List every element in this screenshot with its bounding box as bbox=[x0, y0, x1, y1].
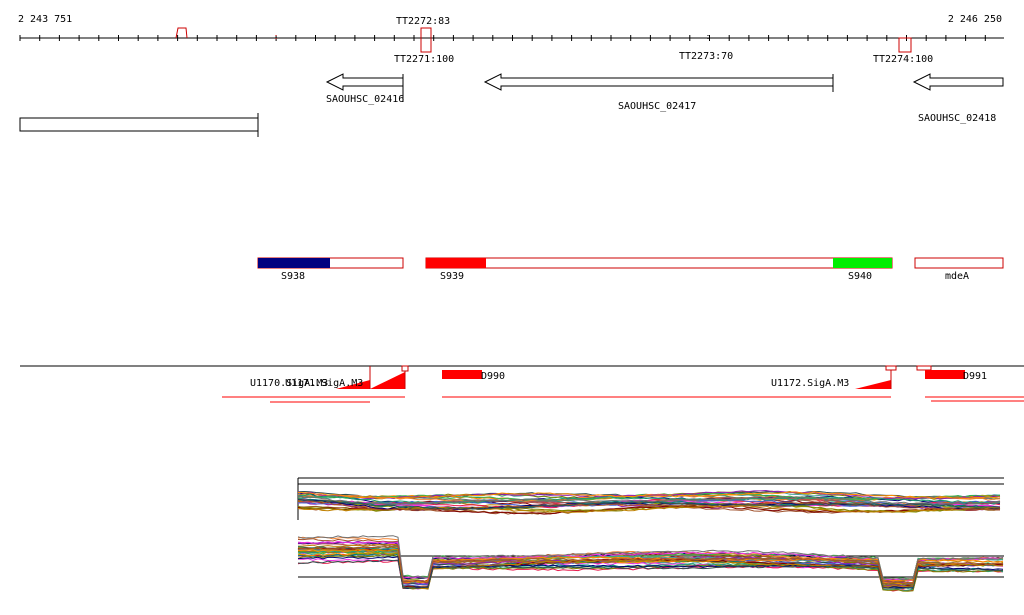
promoter-label-u1170: U1170.SigA.M3 bbox=[250, 378, 328, 389]
promoter-label-u1172: U1172.SigA.M3 bbox=[771, 378, 849, 389]
expression-curve bbox=[297, 554, 1004, 592]
feature-box-d991[interactable] bbox=[925, 370, 965, 379]
promoter-label-u1171: U1171.SigA.M3 bbox=[285, 378, 363, 389]
segment-outline-s939-s940[interactable] bbox=[425, 257, 893, 269]
promoter-triangle-u1170[interactable] bbox=[336, 380, 370, 389]
terminator-track: TT2272:83 TT2271:100 TT2273:70 TT2274:10… bbox=[175, 16, 933, 65]
expression-curve bbox=[297, 491, 1001, 499]
promoter-cap-u1171 bbox=[401, 365, 409, 372]
ruler-start-label: 2 243 751 bbox=[18, 14, 72, 25]
expression-lower-curves bbox=[297, 535, 1004, 592]
segment-fill-s939[interactable] bbox=[426, 258, 486, 268]
expression-curve bbox=[297, 493, 1001, 505]
gene-label-saouhsc-02417: SAOUHSC_02417 bbox=[618, 101, 696, 112]
ruler-ticks bbox=[19, 35, 986, 41]
expression-curve bbox=[297, 559, 1004, 590]
promoter-triangle-u1171[interactable] bbox=[370, 372, 405, 389]
expression-curve bbox=[297, 504, 1001, 513]
segment-fill-s938[interactable] bbox=[258, 258, 330, 268]
expression-curve bbox=[297, 535, 1004, 581]
terminator-label-tt2271: TT2271:100 bbox=[394, 54, 454, 65]
terminator-mark-tt2274[interactable] bbox=[898, 37, 912, 53]
feature-cap-d991 bbox=[916, 365, 932, 371]
ruler-end-label: 2 246 250 bbox=[948, 14, 1002, 25]
feature-label-d990: D990 bbox=[481, 371, 505, 382]
expression-curve bbox=[297, 499, 1001, 511]
expression-curve bbox=[297, 545, 1004, 584]
terminator-mark-upper[interactable] bbox=[175, 27, 188, 39]
gene-arrow-saouhsc-02418[interactable] bbox=[912, 73, 1004, 91]
ruler-track: 2 243 751 2 246 250 bbox=[18, 14, 1004, 41]
segment-label-s939: S939 bbox=[440, 271, 464, 282]
gene-arrow-saouhsc-02416[interactable] bbox=[325, 73, 404, 91]
promoter-triangle-u1172[interactable] bbox=[855, 380, 891, 389]
gene-label-saouhsc-02418: SAOUHSC_02418 bbox=[918, 113, 996, 124]
terminator-label-tt2272: TT2272:83 bbox=[396, 16, 450, 27]
promoter-track: U1170.SigA.M3 U1171.SigA.M3 D990 U1172.S… bbox=[20, 365, 1024, 403]
segment-fill-s940[interactable] bbox=[833, 258, 892, 268]
expression-track-lower bbox=[297, 535, 1004, 592]
gene-track: SAOUHSC_02416 SAOUHSC_02417 SAOUHSC_0241… bbox=[19, 73, 1004, 137]
gene-arrow-saouhsc-02417[interactable] bbox=[483, 73, 834, 91]
promoter-cap-u1172 bbox=[885, 365, 897, 371]
segment-label-s940: S940 bbox=[848, 271, 872, 282]
gene-box-upstream[interactable] bbox=[19, 117, 259, 132]
feature-box-d990[interactable] bbox=[442, 370, 482, 379]
expression-upper-curves bbox=[297, 489, 1001, 515]
expression-curve bbox=[297, 495, 1001, 505]
expression-curve bbox=[297, 498, 1001, 510]
segment-label-mdea: mdeA bbox=[945, 271, 969, 282]
terminator-label-tt2273: TT2273:70 bbox=[679, 51, 733, 62]
terminator-mark-tt2272[interactable] bbox=[420, 27, 432, 53]
segment-label-s938: S938 bbox=[281, 271, 305, 282]
segment-track: S938 S939 S940 mdeA bbox=[257, 257, 1004, 282]
terminator-label-tt2274: TT2274:100 bbox=[873, 54, 933, 65]
expression-track-upper bbox=[297, 477, 1004, 520]
feature-label-d991: D991 bbox=[963, 371, 987, 382]
gene-label-saouhsc-02416: SAOUHSC_02416 bbox=[326, 94, 404, 105]
segment-outline-mdea[interactable] bbox=[914, 257, 1004, 269]
